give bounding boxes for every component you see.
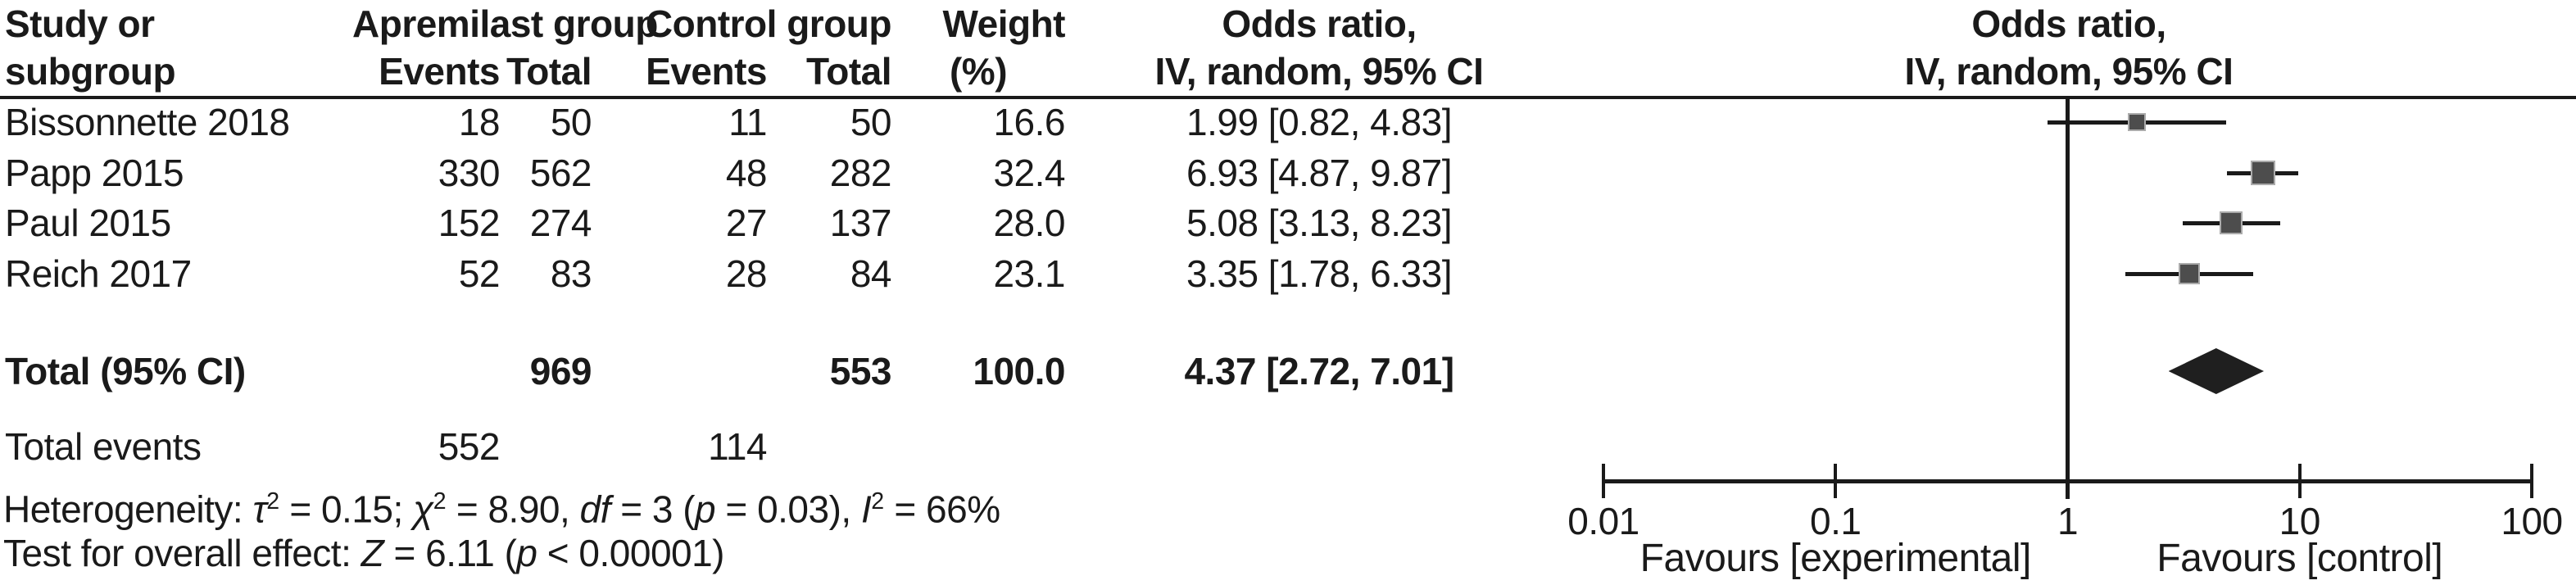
- study-label: Papp 2015: [5, 152, 184, 194]
- footnote-segment: = 3 (: [610, 488, 696, 531]
- footnote-segment: 2: [266, 488, 280, 515]
- heterogeneity-note: Heterogeneity: τ2 = 0.15; χ2 = 8.90, df …: [3, 479, 1000, 530]
- x-axis-tick-label: 0.1: [1810, 500, 1862, 542]
- apremilast-total-cell: 50: [550, 101, 592, 143]
- total-events-2: 114: [708, 425, 767, 468]
- effect-size-square: [2179, 263, 2201, 284]
- apremilast-events-cell: 52: [458, 252, 501, 295]
- control-events-cell: 48: [725, 152, 768, 194]
- table-header-row-2: subgroup Events Total Events Total (%) I…: [0, 49, 1581, 93]
- total-weight: 100.0: [973, 350, 1065, 392]
- footnote-segment: df: [579, 488, 611, 531]
- header-events-1: Events: [379, 50, 500, 93]
- effect-size-square: [2128, 113, 2147, 131]
- table-row: Paul 2015 152 274 27 137 28.0 5.08 [3.13, 8.23…: [0, 201, 1581, 245]
- odds-ratio-ci-cell: 1.99 [0.82, 4.83]: [1186, 101, 1453, 143]
- header-events-2: Events: [646, 50, 767, 93]
- x-axis-tick-label: 100: [2501, 500, 2563, 542]
- total-events-row: Total events 552 114: [0, 424, 1581, 469]
- table-row: Papp 2015 330 562 48 282 32.4 6.93 [4.87, 9.87…: [0, 151, 1581, 195]
- footnote-segment: Heterogeneity:: [3, 488, 253, 531]
- null-effect-line: [2066, 98, 2070, 499]
- x-axis-tick: [1834, 464, 1838, 498]
- effect-size-square: [2250, 161, 2275, 185]
- weight-cell: 28.0: [993, 202, 1065, 244]
- control-total-cell: 137: [829, 202, 892, 244]
- x-axis-tick-label: 1: [2057, 500, 2079, 542]
- study-label: Bissonnette 2018: [5, 101, 290, 143]
- table-row: Bissonnette 2018 18 50 11 50 16.6 1.99 [0.82, …: [0, 100, 1581, 144]
- footnote-segment: χ: [413, 488, 433, 531]
- x-axis-tick: [2297, 464, 2302, 498]
- plot-header-line1: Odds ratio,: [1971, 2, 2166, 45]
- pooled-effect-diamond: [2168, 348, 2265, 394]
- footnote-segment: Test for overall effect:: [3, 532, 361, 574]
- footnote-segment: = 8.90,: [446, 488, 580, 531]
- table-row: Reich 2017 52 83 28 84 23.1 3.35 [1.78, 6.33]: [0, 252, 1581, 296]
- apremilast-events-cell: 18: [458, 101, 501, 143]
- header-total-1: Total: [506, 50, 592, 93]
- total-row: Total (95% CI) 969 553 100.0 4.37 [2.72,…: [0, 349, 1581, 393]
- x-axis-tick: [1602, 464, 1605, 498]
- x-axis-tick-label: 10: [2279, 500, 2321, 542]
- study-label: Paul 2015: [5, 202, 171, 244]
- header-study-line2: subgroup: [5, 50, 176, 93]
- apremilast-total-cell: 274: [529, 202, 592, 244]
- control-total-cell: 50: [850, 101, 892, 143]
- control-events-cell: 11: [728, 101, 767, 143]
- header-divider: [0, 96, 2576, 99]
- header-odds-ratio: Odds ratio,: [1222, 2, 1417, 45]
- overall-effect-note: Test for overall effect: Z = 6.11 (p < 0…: [3, 531, 725, 575]
- apremilast-events-cell: 330: [438, 152, 501, 194]
- total-total1: 969: [529, 350, 592, 392]
- footnote-segment: = 6.11 (: [383, 532, 517, 574]
- header-weight-pct: (%): [949, 50, 1008, 93]
- header-weight: Weight: [942, 2, 1066, 45]
- total-events-label: Total events: [5, 425, 202, 468]
- control-events-cell: 27: [725, 202, 768, 244]
- control-total-cell: 282: [829, 152, 892, 194]
- footnote-segment: I: [860, 488, 872, 531]
- footnote-segment: = 66%: [884, 488, 1000, 531]
- total-events-1: 552: [438, 425, 501, 468]
- favours-control-label: Favours [control]: [2156, 537, 2443, 580]
- x-axis-tick: [2530, 464, 2533, 498]
- footnote-segment: = 0.15;: [279, 488, 414, 531]
- footnote-segment: p: [695, 488, 716, 531]
- effect-size-square: [2220, 211, 2243, 234]
- apremilast-total-cell: 83: [550, 252, 592, 295]
- footnote-segment: < 0.00001): [537, 532, 725, 574]
- header-apremilast-group: Apremilast group: [352, 2, 658, 45]
- odds-ratio-ci-cell: 3.35 [1.78, 6.33]: [1186, 252, 1453, 295]
- footnote-segment: = 0.03),: [715, 488, 861, 531]
- header-control-group: Control group: [645, 2, 892, 45]
- apremilast-total-cell: 562: [529, 152, 592, 194]
- total-ci-text: 4.37 [2.72, 7.01]: [1184, 350, 1454, 392]
- odds-ratio-ci-cell: 6.93 [4.87, 9.87]: [1186, 152, 1453, 194]
- weight-cell: 32.4: [993, 152, 1065, 194]
- odds-ratio-ci-cell: 5.08 [3.13, 8.23]: [1186, 202, 1453, 244]
- footnote-segment: 2: [871, 488, 885, 515]
- weight-cell: 16.6: [993, 101, 1065, 143]
- weight-cell: 23.1: [993, 252, 1065, 295]
- x-axis-tick-label: 0.01: [1567, 500, 1639, 542]
- study-label: Reich 2017: [5, 252, 192, 295]
- footnote-segment: p: [516, 532, 537, 574]
- footnote-segment: 2: [433, 488, 447, 515]
- control-events-cell: 28: [725, 252, 768, 295]
- table-header-row-1: Study or Apremilast group Control group …: [0, 2, 1581, 46]
- plot-header-line2: IV, random, 95% CI: [1904, 50, 2234, 93]
- total-label: Total (95% CI): [5, 350, 246, 392]
- footnote-segment: Z: [361, 532, 384, 574]
- footnote-segment: τ: [252, 488, 267, 531]
- total-total2: 553: [829, 350, 892, 392]
- favours-experimental-label: Favours [experimental]: [1639, 537, 2032, 580]
- header-iv-random: IV, random, 95% CI: [1154, 50, 1484, 93]
- header-study-line1: Study or: [5, 2, 155, 45]
- apremilast-events-cell: 152: [438, 202, 501, 244]
- header-total-2: Total: [806, 50, 891, 93]
- control-total-cell: 84: [850, 252, 892, 295]
